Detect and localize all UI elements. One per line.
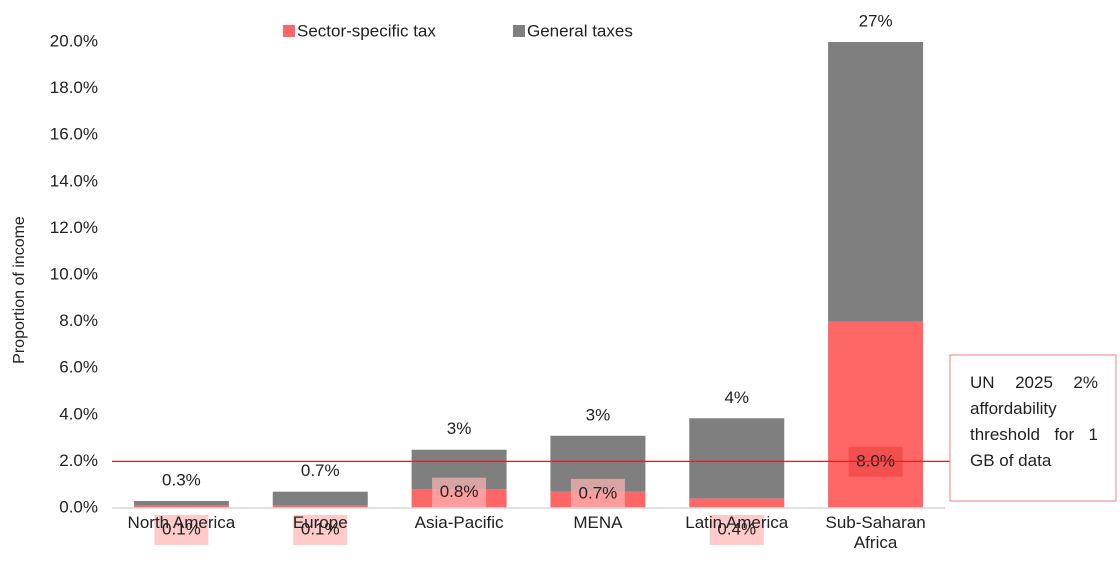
bar-segment (689, 498, 785, 508)
value-label: 0.4% (717, 519, 756, 538)
value-label: 0.8% (440, 482, 479, 501)
legend-label: General taxes (527, 21, 633, 40)
x-tick-label: North America (127, 513, 236, 532)
x-tick-label: Sub-Saharan Africa (825, 513, 926, 552)
label-highlight (709, 515, 764, 545)
y-tick-label: 20.0% (50, 31, 98, 50)
legend-label: Sector-specific tax (297, 21, 436, 40)
total-label: 27% (859, 11, 893, 30)
value-label: 0.1% (301, 519, 340, 538)
bar-segment (272, 505, 368, 508)
value-label: 0.7% (579, 483, 618, 502)
x-tick-label-box: Latin America (685, 513, 789, 532)
bar-segment (133, 501, 229, 506)
x-tick-label-box: North America (127, 513, 236, 532)
y-tick-label: 0.0% (59, 497, 98, 516)
x-tick-label-box: Europe (292, 513, 348, 532)
x-tick-label-box: Sub-Saharan Africa (825, 513, 926, 552)
x-tick-label: Latin America (685, 513, 789, 532)
y-axis-label: Proportion of income (11, 216, 28, 364)
x-tick-label: MENA (573, 513, 623, 532)
legend-swatch (283, 25, 295, 37)
x-tick-label: Asia-Pacific (414, 513, 504, 532)
x-tick-label-box: MENA (573, 513, 623, 532)
label-highlight (570, 478, 625, 509)
annotation: UN 2025 2% affordability threshold for 1… (970, 373, 1098, 470)
bar-segment (828, 42, 924, 322)
y-tick-label: 8.0% (59, 311, 98, 330)
y-tick-label: 12.0% (50, 218, 98, 237)
bar-segment (272, 491, 368, 506)
y-tick-label: 16.0% (50, 125, 98, 144)
label-highlight (432, 477, 487, 508)
label-highlight (293, 515, 348, 545)
bar-segment (828, 321, 924, 508)
y-tick-label: 14.0% (50, 171, 98, 190)
annotation-box: UN 2025 2% affordability threshold for 1… (970, 373, 1098, 470)
label-highlight (154, 515, 209, 545)
bars (133, 42, 924, 508)
y-tick-label: 18.0% (50, 78, 98, 97)
total-label: 0.7% (301, 461, 340, 480)
value-label: 0.1% (162, 519, 201, 538)
y-tick-label: 4.0% (59, 404, 98, 423)
y-tick-label: 6.0% (59, 358, 98, 377)
total-label: 4% (724, 388, 749, 407)
y-tick-label: 2.0% (59, 451, 98, 470)
bar-segment (133, 505, 229, 508)
bar-segment (689, 418, 785, 499)
x-tick-label: Europe (292, 513, 348, 532)
annotation-box (949, 354, 1117, 502)
total-label: 3% (447, 419, 472, 438)
total-label: 0.3% (162, 470, 201, 489)
x-tick-label-box: Asia-Pacific (414, 513, 504, 532)
y-tick-label: 10.0% (50, 264, 98, 283)
total-label: 3% (586, 405, 611, 424)
legend-swatch (513, 25, 525, 37)
